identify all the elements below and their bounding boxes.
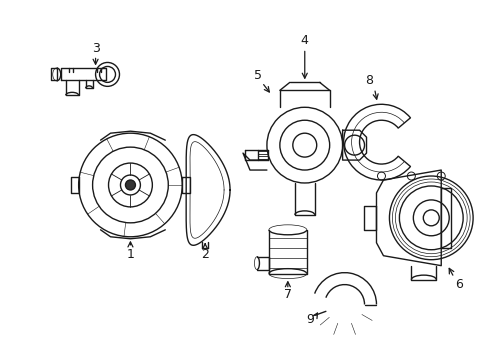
Text: 3: 3 [91,42,100,55]
Text: 6: 6 [454,278,462,291]
Text: 4: 4 [300,34,308,47]
Text: 9: 9 [305,313,313,326]
Text: 5: 5 [253,69,262,82]
Circle shape [125,180,135,190]
Text: 2: 2 [201,248,209,261]
Text: 8: 8 [365,74,373,87]
Text: 7: 7 [283,288,291,301]
Text: 1: 1 [126,248,134,261]
